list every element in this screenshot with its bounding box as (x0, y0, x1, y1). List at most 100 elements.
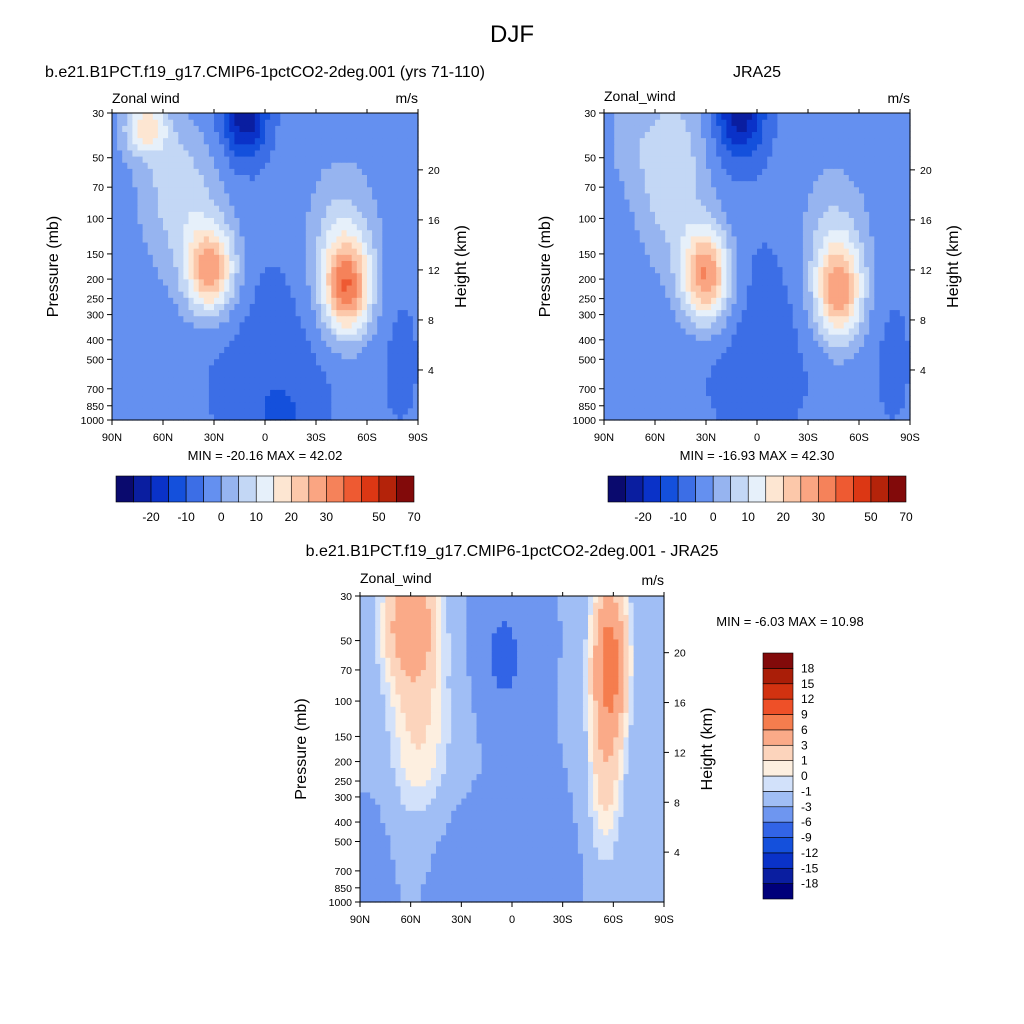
contour-cell (377, 395, 383, 403)
contour-cell (331, 284, 337, 292)
contour-cell (412, 260, 419, 268)
contour-cell (173, 266, 179, 274)
contour-cell (619, 383, 625, 390)
contour-cell (173, 346, 179, 354)
contour-cell (346, 198, 353, 206)
contour-cell (321, 309, 327, 317)
contour-cell (614, 297, 620, 304)
contour-cell (173, 401, 179, 409)
contour-cell (244, 229, 251, 237)
contour-cell (214, 340, 220, 347)
contour-cell (142, 407, 149, 415)
contour-cell (644, 309, 651, 317)
contour-cell (660, 272, 666, 280)
panel-model: b.e21.B1PCT.f19_g17.CMIP6-1pctCO2-2deg.0… (45, 64, 485, 524)
contour-cell (367, 284, 373, 292)
contour-cell (808, 260, 814, 268)
contour-cell (700, 413, 707, 421)
contour-cell (864, 303, 870, 311)
contour-cell (879, 303, 886, 311)
contour-cell (331, 168, 337, 175)
contour-cell (377, 241, 383, 249)
contour-cell (244, 383, 251, 390)
contour-cell (300, 248, 307, 255)
contour-cell (112, 260, 118, 268)
contour-cell (675, 235, 682, 243)
contour-cell (382, 303, 388, 311)
contour-cell (285, 315, 292, 323)
contour-cell (305, 303, 312, 311)
contour-cell (828, 260, 835, 268)
contour-cell (813, 297, 819, 304)
contour-cell (336, 377, 343, 384)
contour-cell (685, 321, 692, 329)
contour-cell (402, 217, 409, 225)
height-tick-label: 20 (428, 165, 440, 177)
contour-cell (341, 346, 348, 354)
contour-cell (639, 315, 646, 323)
contour-cell (285, 137, 292, 145)
contour-cell (695, 291, 702, 298)
contour-cell (397, 143, 404, 151)
contour-cell (229, 198, 235, 206)
contour-cell (889, 254, 896, 261)
contour-cell (259, 235, 266, 243)
contour-cell (127, 284, 133, 292)
contour-cell (173, 272, 179, 280)
contour-cell (639, 352, 646, 360)
contour-cell (392, 162, 399, 169)
contour-cell (341, 327, 348, 335)
contour-cell (629, 340, 636, 347)
colorbar-box (290, 475, 310, 503)
contour-cell (787, 327, 794, 335)
contour-cell (639, 297, 646, 304)
contour-cell (178, 413, 184, 421)
contour-cell (853, 407, 860, 415)
contour-cell (198, 217, 205, 225)
colorbar-box (238, 475, 257, 503)
contour-cell (782, 297, 789, 304)
contour-cell (706, 346, 712, 354)
contour-cell (198, 389, 205, 397)
contour-cell (326, 309, 332, 317)
contour-cell (117, 168, 123, 175)
contour-cell (356, 278, 363, 286)
contour-cell (609, 248, 615, 255)
contour-cell (407, 149, 414, 157)
contour-cell (894, 327, 901, 335)
contour-cell (629, 278, 636, 286)
contour-cell (290, 235, 297, 243)
contour-cell (305, 119, 312, 126)
contour-cell (163, 346, 169, 354)
contour-cell (711, 327, 717, 335)
contour-cell (259, 241, 266, 249)
contour-cell (619, 272, 625, 280)
contour-cell (711, 340, 717, 347)
contour-cell (351, 383, 358, 390)
contour-cell (828, 383, 835, 390)
contour-cell (249, 217, 256, 225)
contour-cell (356, 383, 363, 390)
contour-cell (163, 217, 169, 225)
contour-cell (275, 297, 281, 304)
contour-cell (336, 137, 343, 145)
contour-cell (665, 272, 671, 280)
contour-cell (254, 321, 261, 329)
contour-cell (412, 395, 419, 403)
contour-cell (290, 309, 297, 317)
contour-cell (680, 407, 687, 415)
contour-cell (609, 229, 615, 237)
contour-cell (341, 205, 348, 212)
contour-cell (894, 241, 901, 249)
contour-cell (843, 364, 850, 372)
contour-cell (899, 303, 906, 311)
contour-cell (178, 272, 184, 280)
contour-cell (112, 370, 118, 378)
contour-cell (122, 297, 128, 304)
contour-cell (163, 260, 169, 268)
contour-cell (604, 291, 610, 298)
contour-cell (224, 370, 230, 378)
contour-cell (367, 278, 373, 286)
contour-cell (402, 131, 409, 139)
contour-cell (670, 272, 676, 280)
